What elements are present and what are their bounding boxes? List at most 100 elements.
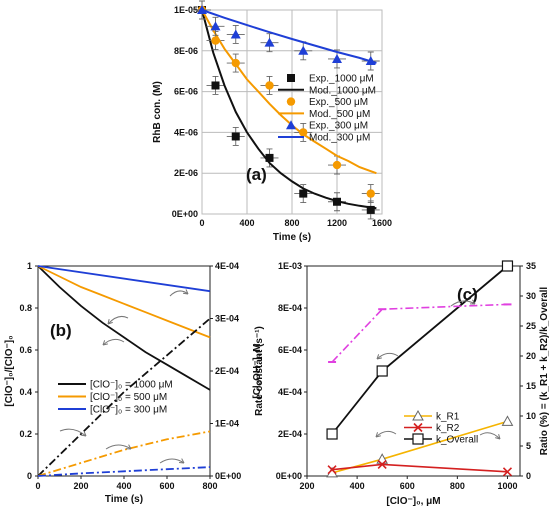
series-line-b	[37, 265, 211, 293]
legend-label-c: k_R2	[436, 423, 460, 434]
data-point-c	[502, 467, 513, 477]
y-tick-label-b: 0.4	[19, 387, 32, 397]
x-axis-label-a: Time (s)	[273, 232, 311, 243]
arrow-b1	[169, 290, 189, 297]
legend-marker-a	[287, 74, 295, 82]
x-axis-label-c: [ClO⁻]₀, μM	[386, 496, 440, 507]
panel-label-b: (b)	[50, 321, 72, 340]
arrow-c3	[375, 430, 397, 438]
series-line-b	[37, 265, 211, 339]
series-line-b	[37, 466, 211, 477]
legend-marker-c	[412, 433, 424, 445]
y-tick-label-a: 1E-05	[174, 5, 198, 15]
y2-tick-label-c: 15	[526, 381, 536, 391]
series-line-b	[37, 317, 211, 477]
y-tick-label-b: 0.8	[19, 303, 32, 313]
legend-label-a: Mod._300 μM	[309, 133, 370, 144]
y2-axis-label-b: [Cl₂OH⁻], M	[252, 343, 263, 398]
x-tick-label-a: 1600	[372, 218, 392, 228]
y-axis-label-c: Rate constant (s⁻¹)	[254, 326, 265, 416]
x-tick-label-a: 400	[239, 218, 254, 228]
x-tick-label-a: 800	[284, 218, 299, 228]
arrow-b4	[59, 428, 87, 437]
data-point-a	[265, 153, 274, 162]
legend-label-b: [ClO⁻]₀ = 300 μM	[90, 405, 167, 416]
y-tick-label-c: 8E-04	[278, 303, 302, 313]
y-tick-label-c: 4E-04	[278, 387, 302, 397]
y-tick-label-c: 0E+00	[276, 471, 302, 481]
data-point-c	[326, 428, 338, 440]
x-tick-label-b: 0	[35, 481, 40, 491]
y2-tick-label-c: 35	[526, 261, 536, 271]
y2-tick-label-b: 2E-04	[215, 366, 239, 376]
y2-axis-label-c: Ratio (%) = (k_R1 + k_R2)/k_Overall	[539, 287, 550, 456]
x-tick-label-c: 600	[400, 481, 415, 491]
legend-label-b: [ClO⁻]₀ = 1000 μM	[90, 380, 173, 391]
arrow-c4-head	[495, 434, 501, 440]
x-tick-label-b: 800	[202, 481, 217, 491]
x-tick-label-a: 1200	[327, 218, 347, 228]
data-point-a	[299, 189, 308, 198]
legend-label-c: k_R1	[436, 412, 460, 423]
y2-tick-label-b: 4E-04	[215, 261, 239, 271]
legend-label-c: k_Overall	[436, 435, 478, 446]
arrow-b3	[102, 338, 125, 346]
legend-label-a: Exp._500 μM	[309, 97, 368, 108]
y2-tick-label-c: 20	[526, 351, 536, 361]
y-tick-label-a: 2E-06	[174, 168, 198, 178]
data-point-a	[210, 21, 221, 31]
x-tick-label-a: 0	[199, 218, 204, 228]
series-line-a	[201, 9, 377, 210]
panel-label-c: (c)	[457, 285, 478, 304]
arrow-b5-head	[125, 444, 132, 450]
y2-tick-label-c: 10	[526, 411, 536, 421]
arrow-c3-head	[375, 432, 381, 438]
x-tick-label-b: 200	[73, 481, 88, 491]
arrow-b2-head	[107, 319, 113, 325]
legend-label-a: Mod._500 μM	[309, 109, 370, 120]
data-point-a	[211, 81, 220, 90]
y-tick-label-b: 0.2	[19, 429, 32, 439]
y-tick-label-b: 0.6	[19, 345, 32, 355]
legend-label-a: Exp._300 μM	[309, 121, 368, 132]
y-tick-label-a: 4E-06	[174, 127, 198, 137]
legend-marker-c	[413, 422, 423, 433]
x-tick-label-c: 200	[299, 481, 314, 491]
arrow-c4	[479, 432, 501, 440]
data-point-a	[230, 29, 241, 39]
data-point-a	[264, 37, 275, 47]
series-line-b	[37, 265, 211, 391]
data-point-a	[298, 45, 309, 55]
arrow-c1	[450, 300, 476, 307]
panel-b: 0 200 400 600 800 0 0.2 0.4 0.6 0.8 1 0E+00 1E-04 2E-…	[4, 261, 263, 505]
arrow-b2	[107, 316, 129, 325]
arrow-b4-head	[80, 431, 87, 437]
x-tick-label-c: 400	[350, 481, 365, 491]
y-axis-label-a: RhB con. (M)	[152, 81, 163, 143]
y2-tick-label-c: 25	[526, 321, 536, 331]
data-point-c	[327, 465, 337, 475]
plot-area-b	[37, 265, 211, 477]
data-point-a	[332, 53, 342, 63]
y2-tick-label-b: 3E-04	[215, 314, 239, 324]
legend-marker-a	[286, 120, 296, 130]
series-line-c	[331, 303, 508, 363]
y2-tick-label-b: 0E+00	[215, 471, 241, 481]
y2-tick-label-c: 5	[526, 441, 531, 451]
legend-marker-a	[286, 97, 296, 106]
data-point-a	[366, 189, 375, 198]
legend-label-b: [ClO⁻]₀ = 500 μM	[90, 392, 167, 403]
arrow-b3-head	[102, 340, 108, 346]
data-point-c	[501, 260, 514, 272]
arrow-b1-head	[182, 289, 189, 295]
data-point-a	[299, 128, 308, 137]
arrow-c2	[376, 352, 399, 360]
data-point-a	[231, 132, 240, 141]
x-tick-label-b: 600	[159, 481, 174, 491]
arrow-b5	[105, 444, 132, 450]
series-line-a	[201, 9, 377, 64]
legend-label-a: Exp._1000 μM	[309, 74, 374, 85]
y-tick-label-c: 2E-04	[278, 429, 302, 439]
y-axis-label-b: [ClO⁻]₀/[ClO⁻]₀	[4, 335, 15, 406]
arrow-b6-head	[178, 458, 185, 464]
